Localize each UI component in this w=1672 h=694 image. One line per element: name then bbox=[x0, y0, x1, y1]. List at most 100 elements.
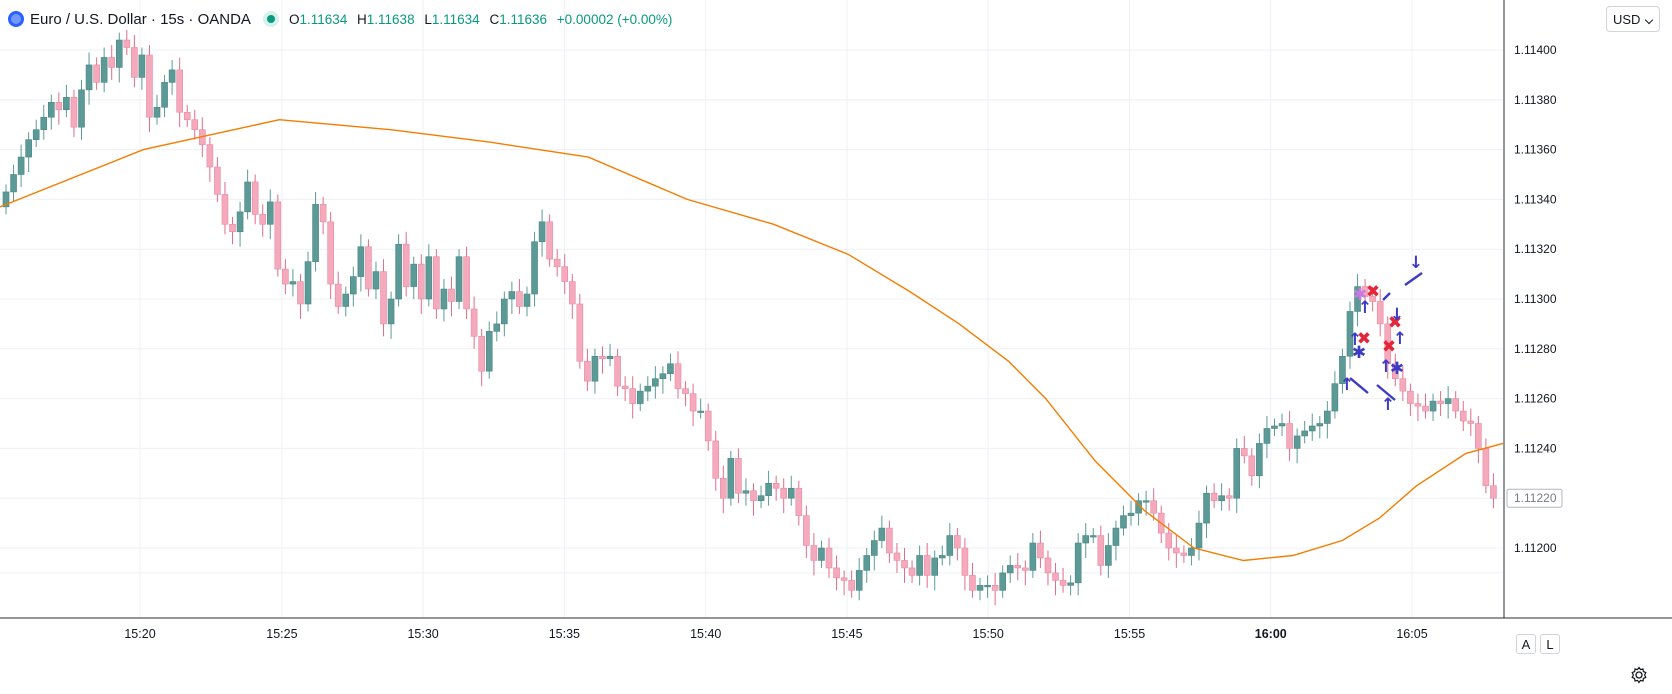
candle-body bbox=[923, 555, 931, 576]
candle-body bbox=[916, 555, 923, 576]
candle-body bbox=[893, 552, 901, 561]
candle bbox=[1384, 316, 1392, 379]
candle bbox=[1127, 500, 1135, 526]
auto-scale-button[interactable]: A bbox=[1516, 634, 1536, 654]
candle-body bbox=[742, 490, 750, 494]
price-tick-label: 1.11280 bbox=[1514, 342, 1557, 356]
candle bbox=[372, 261, 380, 299]
candle bbox=[923, 543, 931, 588]
candle bbox=[387, 291, 395, 339]
candle-body bbox=[1407, 390, 1414, 404]
candle bbox=[1429, 393, 1437, 422]
candle-body bbox=[606, 355, 614, 360]
candle-body bbox=[85, 64, 93, 91]
candle-body bbox=[2, 191, 10, 208]
candle bbox=[531, 231, 538, 307]
candle bbox=[463, 246, 470, 319]
interval-label[interactable]: 15s bbox=[160, 10, 185, 28]
candle-body bbox=[206, 144, 214, 168]
candle-body bbox=[183, 111, 191, 121]
chart-header: Euro / U.S. Dollar · 15s · OANDA O1.1163… bbox=[8, 6, 678, 32]
candle-body bbox=[1225, 495, 1233, 499]
candle bbox=[168, 59, 176, 95]
candle bbox=[1437, 391, 1444, 417]
log-scale-button[interactable]: L bbox=[1540, 634, 1560, 654]
up-arrow-marker: ↑ bbox=[1340, 375, 1354, 395]
candle bbox=[1444, 386, 1452, 419]
candle-body bbox=[40, 116, 48, 130]
candle-body bbox=[1271, 425, 1278, 429]
time-tick-label: 16:00 bbox=[1255, 627, 1287, 641]
candle bbox=[561, 254, 569, 295]
candle bbox=[440, 279, 448, 322]
red-x-marker: ✖ bbox=[1366, 282, 1380, 302]
candle bbox=[1399, 366, 1407, 402]
candle bbox=[1376, 289, 1384, 337]
candle-body bbox=[1180, 552, 1188, 556]
candle bbox=[1271, 418, 1278, 436]
candle-body bbox=[1233, 448, 1241, 499]
candle-body bbox=[765, 482, 772, 497]
candle bbox=[48, 94, 55, 130]
candle-body bbox=[719, 477, 727, 499]
candle bbox=[1407, 383, 1414, 417]
candle bbox=[402, 231, 410, 297]
candle bbox=[123, 30, 131, 55]
candle-body bbox=[1286, 423, 1293, 449]
price-tick-label: 1.11380 bbox=[1514, 93, 1557, 107]
candle-body bbox=[153, 106, 161, 118]
candle-body bbox=[1089, 535, 1097, 538]
ohlc-values: O1.11634 H1.11638 L1.11634 C1.11636 +0.0… bbox=[289, 12, 678, 27]
candle bbox=[183, 104, 191, 128]
signal-stroke-marker bbox=[1404, 272, 1423, 286]
candle bbox=[591, 348, 599, 394]
candle-body bbox=[727, 458, 735, 499]
candle bbox=[840, 570, 848, 596]
candle-body bbox=[667, 363, 674, 374]
exchange-label[interactable]: OANDA bbox=[197, 10, 251, 28]
candle-body bbox=[1044, 557, 1052, 574]
price-tick-label: 1.11200 bbox=[1514, 541, 1557, 555]
candle-body bbox=[538, 221, 546, 243]
settings-gear-icon[interactable] bbox=[1630, 666, 1648, 684]
candle bbox=[17, 144, 25, 187]
candle bbox=[1233, 438, 1241, 514]
candle bbox=[1263, 416, 1271, 459]
red-x-marker: ✖ bbox=[1388, 313, 1402, 333]
candle-body bbox=[357, 246, 365, 277]
candle bbox=[1369, 286, 1376, 312]
candle-body bbox=[636, 390, 644, 404]
candle-body bbox=[568, 281, 576, 305]
candle bbox=[961, 538, 969, 591]
candle-body bbox=[161, 82, 168, 108]
symbol-name[interactable]: Euro / U.S. Dollar bbox=[30, 10, 147, 28]
candle bbox=[304, 251, 312, 312]
candle-body bbox=[795, 487, 803, 516]
candle-body bbox=[659, 373, 667, 379]
time-tick-label: 15:45 bbox=[831, 627, 862, 641]
candle bbox=[795, 480, 803, 526]
candle-body bbox=[1331, 383, 1339, 412]
candle bbox=[1029, 533, 1037, 578]
candle bbox=[417, 254, 425, 314]
currency-dropdown[interactable]: USD bbox=[1606, 6, 1660, 32]
signal-stroke-marker bbox=[1349, 377, 1369, 394]
candle-body bbox=[1308, 425, 1316, 432]
candle-body bbox=[1376, 301, 1384, 325]
candle bbox=[803, 505, 810, 558]
candle-body bbox=[825, 547, 833, 569]
candle-body bbox=[327, 221, 334, 285]
open-label: O bbox=[288, 11, 300, 27]
candle-body bbox=[1452, 398, 1459, 412]
candle-body bbox=[1142, 500, 1150, 503]
moving-average-line bbox=[0, 118, 1504, 562]
candle-body bbox=[1188, 547, 1195, 556]
candle bbox=[206, 137, 214, 182]
candle-body bbox=[342, 293, 350, 307]
up-arrow-marker: ↑ bbox=[1348, 330, 1362, 350]
candle bbox=[236, 201, 244, 247]
candle bbox=[682, 381, 689, 407]
candle bbox=[652, 366, 659, 399]
